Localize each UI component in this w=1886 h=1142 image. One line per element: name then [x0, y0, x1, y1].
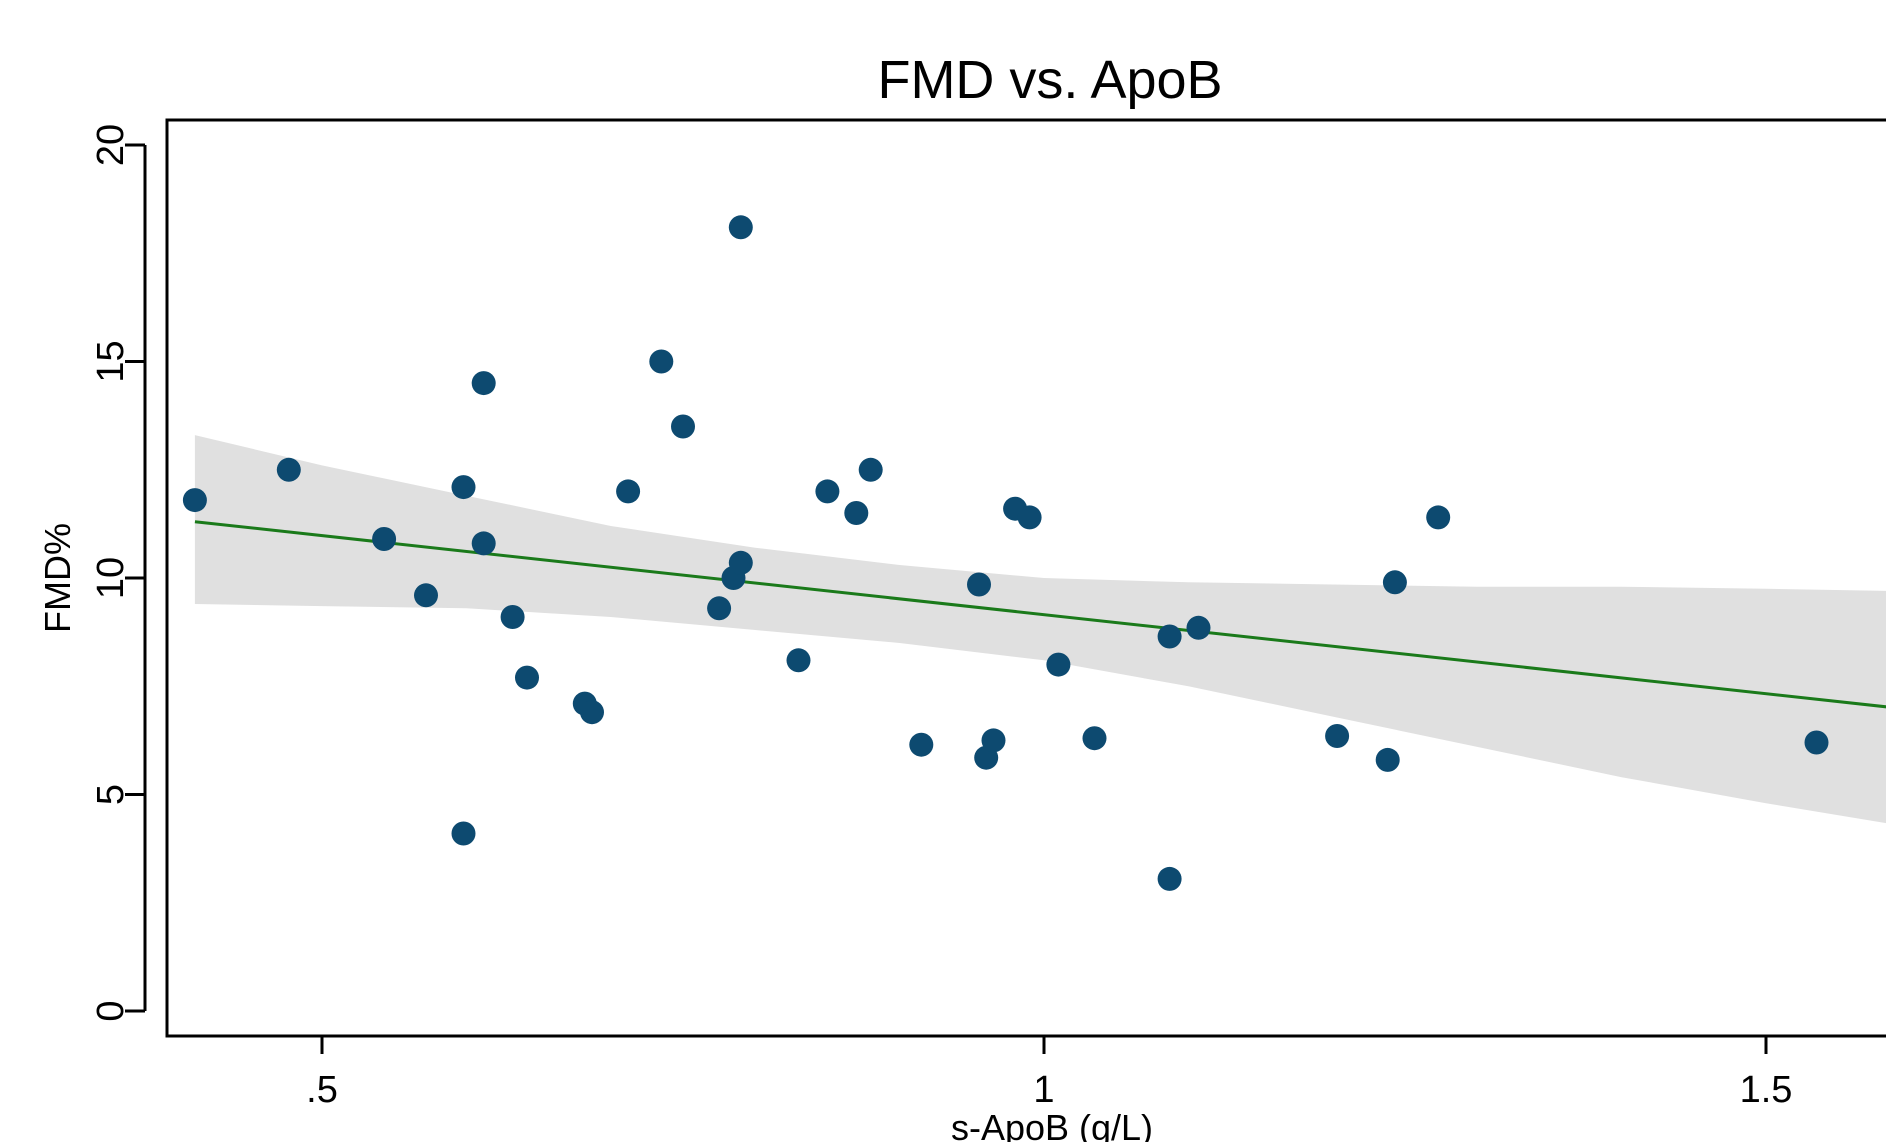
data-point — [471, 371, 496, 396]
data-points — [182, 215, 1829, 891]
data-point — [728, 550, 753, 575]
data-point — [182, 488, 207, 513]
y-tick-label: 10 — [90, 557, 132, 599]
y-tick-label: 20 — [90, 124, 132, 166]
chart-title: FMD vs. ApoB — [877, 50, 1222, 110]
x-tick-label: 1 — [1033, 1069, 1054, 1111]
y-axis: 0 5 10 15 20 — [90, 124, 147, 1022]
y-tick-label: 15 — [90, 340, 132, 382]
data-point — [909, 732, 934, 757]
confidence-band — [194, 435, 1886, 824]
data-point — [1426, 505, 1451, 530]
data-point — [515, 665, 539, 690]
y-tick-label: 5 — [90, 784, 132, 805]
data-point — [1375, 747, 1400, 772]
data-point — [981, 728, 1006, 753]
data-point — [1804, 730, 1829, 755]
data-point — [1046, 652, 1071, 677]
x-tick-label: .5 — [306, 1069, 338, 1111]
data-point — [728, 215, 753, 240]
data-point — [858, 457, 883, 482]
data-point — [451, 475, 476, 500]
data-point — [1382, 570, 1407, 595]
data-point — [471, 531, 496, 556]
data-point — [844, 501, 869, 525]
data-point — [276, 457, 301, 482]
data-point — [616, 479, 641, 504]
data-point — [414, 583, 438, 608]
data-point — [1082, 726, 1107, 751]
data-point — [451, 821, 476, 846]
data-point — [786, 648, 811, 673]
y-axis-label: FMD% — [37, 523, 78, 633]
data-point — [967, 572, 991, 597]
data-point — [707, 596, 732, 621]
plot-area — [165, 118, 1886, 1038]
data-point — [1157, 624, 1182, 649]
data-point — [671, 414, 695, 439]
data-point — [649, 349, 674, 374]
data-point — [580, 700, 604, 725]
data-point — [1186, 615, 1211, 640]
x-axis: .5 1 1.5 — [167, 1034, 1886, 1111]
data-point — [1325, 724, 1350, 748]
data-point — [500, 605, 525, 629]
x-tick-label: 1.5 — [1740, 1069, 1793, 1111]
x-axis-label: s-ApoB (g/L) — [951, 1107, 1153, 1142]
data-point — [1017, 505, 1042, 530]
data-point — [815, 479, 840, 504]
data-point — [1157, 866, 1182, 891]
y-tick-label: 0 — [90, 1000, 132, 1021]
data-point — [372, 527, 397, 551]
